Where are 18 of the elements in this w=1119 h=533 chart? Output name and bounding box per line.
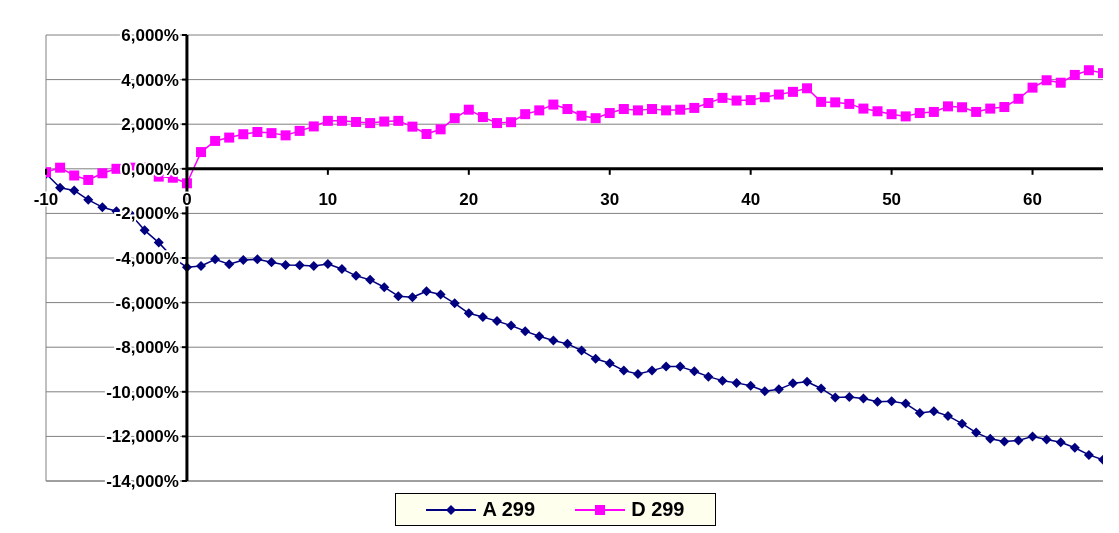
y-tick-label: 4,000%: [121, 70, 179, 90]
x-tick-label: 10: [318, 189, 338, 209]
x-tick-label: -10: [33, 189, 59, 209]
x-tick-label: 40: [741, 189, 761, 209]
y-tick-label: -4,000%: [115, 249, 179, 268]
legend-label: D 299: [630, 498, 685, 521]
y-tick-label: -14,000%: [106, 472, 179, 491]
legend-label: A 299: [481, 498, 536, 521]
y-tick-label: -8,000%: [115, 338, 179, 358]
x-tick-label: 30: [600, 189, 620, 209]
x-tick-label: 60: [1023, 189, 1042, 209]
x-tick-label: 20: [459, 189, 479, 209]
y-tick-label: -10,000%: [106, 382, 179, 402]
y-tick-label: -12,000%: [106, 427, 179, 447]
y-tick-label: -6,000%: [115, 293, 179, 313]
y-tick-label: 2,000%: [121, 115, 179, 135]
y-tick-label: 6,000%: [121, 26, 179, 45]
x-tick-label: 50: [882, 189, 902, 209]
